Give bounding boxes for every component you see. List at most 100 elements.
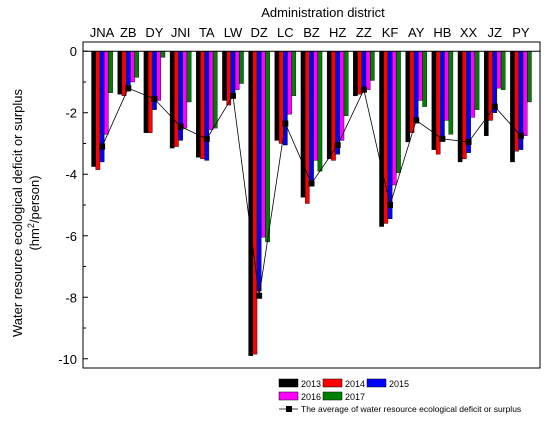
bar-2017: [108, 51, 113, 93]
legend-swatch-2016: [278, 391, 299, 401]
average-marker: [99, 143, 106, 150]
bar-2014: [174, 51, 179, 147]
category-label: DZ: [250, 25, 267, 40]
category-labels: JNA ZB DY JNI TA LW DZ LC BZ HZ ZZ KF AY HB XX JZ PY: [90, 25, 530, 40]
legend-swatch-2017: [322, 391, 343, 401]
chart-title: Administration district: [261, 5, 385, 20]
category-label: JZ: [488, 25, 503, 40]
bar-2013: [274, 51, 280, 141]
bar-2016: [365, 51, 371, 90]
category-label: XX: [460, 25, 478, 40]
legend-label-2014: 2014: [345, 379, 365, 389]
bar-2015: [204, 51, 210, 161]
bar-2013: [222, 51, 227, 101]
y-tick-label: -4: [65, 167, 77, 182]
bar-2017: [239, 51, 244, 84]
average-marker: [387, 202, 394, 208]
average-marker: [308, 180, 315, 187]
bar-2013: [91, 51, 96, 167]
bar-2013: [379, 51, 384, 227]
average-marker: [229, 92, 236, 99]
bar-2013: [483, 51, 489, 137]
average-marker: [360, 86, 367, 93]
average-marker: [465, 138, 472, 145]
category-label: TA: [199, 25, 215, 40]
average-marker: [256, 292, 263, 299]
bar-2016: [103, 51, 109, 135]
bar-2016: [182, 51, 188, 129]
bar-2015: [413, 51, 419, 121]
bar-2016: [522, 51, 528, 137]
bar-2017: [317, 51, 323, 172]
bar-2016: [261, 51, 266, 238]
bar-2013: [353, 51, 358, 97]
bar-2013: [248, 51, 254, 356]
bar-2016: [313, 51, 319, 161]
legend-average-label: The average of water resource ecological…: [301, 404, 521, 414]
bar-2017: [527, 51, 532, 103]
bar-2016: [391, 51, 397, 186]
category-label: DY: [145, 25, 163, 40]
bar-2017: [369, 51, 375, 81]
bar-2014: [147, 51, 153, 133]
average-marker: [413, 117, 420, 124]
legend: 2013 2014 2015 2016 2017 The average of water…: [278, 378, 521, 414]
y-tick-label: -2: [65, 106, 77, 121]
bar-2013: [510, 51, 515, 163]
bar-2013: [117, 51, 123, 95]
category-label: JNI: [171, 25, 191, 40]
y-axis-label-sup: 2: [26, 223, 36, 228]
bar-2013: [143, 51, 149, 133]
y-tick-label: -6: [65, 229, 77, 244]
y-axis-label-end: /person): [27, 175, 42, 223]
bar-2013: [300, 51, 306, 198]
legend-label-2017: 2017: [345, 392, 365, 402]
bar-2017: [422, 51, 427, 107]
bar-2017: [160, 51, 166, 58]
category-label: HB: [433, 25, 451, 40]
bar-2016: [156, 51, 161, 101]
bar-2017: [212, 51, 218, 129]
y-tick-label: 0: [70, 44, 77, 59]
y-axis-label: Water resource ecological deficit or sur…: [10, 88, 42, 337]
average-marker: [125, 85, 132, 92]
category-label: LC: [277, 25, 294, 40]
bar-2016: [234, 51, 240, 90]
bar-2016: [287, 51, 292, 115]
legend-swatch-2013: [278, 378, 299, 388]
legend-label-2013: 2013: [301, 379, 321, 389]
category-label: ZB: [120, 25, 137, 40]
bar-2017: [474, 51, 480, 110]
bar-2017: [265, 51, 270, 243]
bar-2017: [448, 51, 454, 135]
bar-2015: [361, 51, 367, 92]
bar-2015: [492, 51, 498, 113]
bar-2015: [309, 51, 314, 186]
bar-2014: [200, 51, 205, 160]
bar-2014: [95, 51, 101, 170]
average-marker: [282, 120, 289, 127]
bar-2016: [470, 51, 476, 118]
bar-2016: [444, 51, 449, 121]
bar-2016: [339, 51, 345, 141]
y-tick-label: -8: [65, 290, 77, 305]
y-tick-label: -10: [58, 352, 77, 367]
bar-2015: [230, 51, 236, 98]
bar-2013: [169, 51, 175, 149]
average-marker: [151, 95, 158, 102]
bar-2017: [500, 51, 506, 90]
legend-swatch-2014: [322, 378, 343, 388]
bar-2014: [383, 51, 389, 224]
bar-2017: [134, 51, 140, 78]
bar-2014: [252, 51, 258, 355]
bar-2016: [418, 51, 423, 101]
average-marker: [203, 135, 210, 142]
y-axis-label-base: (hm: [27, 228, 42, 250]
average-marker: [439, 135, 446, 142]
bar-2016: [208, 51, 214, 130]
bar-2016: [496, 51, 502, 89]
average-layer: [99, 85, 524, 299]
average-marker: [517, 132, 524, 139]
legend-average-marker: [286, 406, 292, 412]
